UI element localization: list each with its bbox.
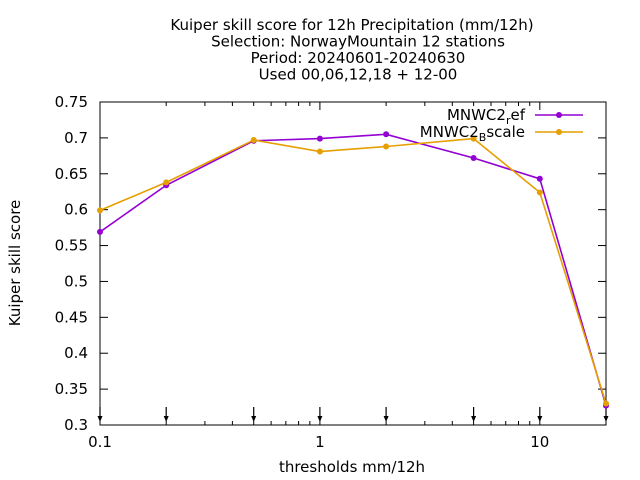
threshold-arrow xyxy=(383,407,389,422)
series-scale xyxy=(97,135,609,407)
x-axis-label: thresholds mm/12h xyxy=(279,458,425,476)
data-point xyxy=(97,207,103,214)
threshold-arrow xyxy=(603,407,609,422)
legend-item: MNWC2Bscale xyxy=(420,123,583,144)
title-line: Selection: NorwayMountain 12 stations xyxy=(211,33,505,51)
data-point xyxy=(316,148,323,155)
x-axis: 0.1 1 10 xyxy=(88,102,607,451)
y-tick-label: 0.5 xyxy=(64,272,88,290)
data-point xyxy=(603,400,609,407)
threshold-arrows xyxy=(97,407,609,422)
title-line: Used 00,06,12,18 + 12-00 xyxy=(259,66,458,84)
y-tick-label: 0.45 xyxy=(55,308,88,326)
plot-frame xyxy=(99,101,607,426)
arrow-head xyxy=(603,416,609,422)
threshold-arrow xyxy=(251,407,257,422)
threshold-arrow xyxy=(317,407,323,422)
data-point xyxy=(163,179,170,186)
y-tick-label: 0.65 xyxy=(55,165,88,183)
data-point xyxy=(536,189,543,196)
data-point xyxy=(250,137,257,144)
series-ef xyxy=(97,131,609,409)
x-tick-label: 10 xyxy=(530,433,549,451)
x-tick-label: 1 xyxy=(315,433,325,451)
x-tick-label: 0.1 xyxy=(88,433,112,451)
threshold-arrow xyxy=(537,407,543,422)
data-point xyxy=(316,135,323,142)
arrow-head xyxy=(317,416,323,422)
series-line xyxy=(99,133,607,406)
legend-marker xyxy=(556,129,562,135)
threshold-arrow xyxy=(471,407,477,422)
y-tick-label: 0.6 xyxy=(64,201,88,219)
y-tick-label: 0.35 xyxy=(55,380,88,398)
legend-label: MNWC2Bscale xyxy=(420,123,525,144)
series-group xyxy=(97,131,609,409)
y-axis-label: Kuiper skill score xyxy=(6,200,24,327)
y-tick-label: 0.3 xyxy=(64,416,88,434)
arrow-head xyxy=(251,416,257,422)
arrow-head xyxy=(537,416,543,422)
title-line: Kuiper skill score for 12h Precipitation… xyxy=(170,16,533,34)
chart-title: Kuiper skill score for 12h Precipitation… xyxy=(170,16,533,84)
data-point xyxy=(97,228,103,235)
data-point xyxy=(470,135,477,142)
data-point xyxy=(383,143,390,150)
arrow-head xyxy=(163,416,169,422)
legend-label: MNWC2ref xyxy=(447,106,526,127)
arrow-head xyxy=(471,416,477,422)
y-tick-label: 0.7 xyxy=(64,129,88,147)
arrow-head xyxy=(97,416,103,422)
arrow-head xyxy=(383,416,389,422)
y-tick-label: 0.75 xyxy=(55,93,88,111)
y-tick-label: 0.55 xyxy=(55,237,88,255)
data-point xyxy=(470,154,477,161)
data-point xyxy=(383,131,390,138)
threshold-arrow xyxy=(163,407,169,422)
y-tick-label: 0.4 xyxy=(64,344,88,362)
legend-item: MNWC2ref xyxy=(447,106,583,127)
data-point xyxy=(536,175,543,182)
title-line: Period: 20240601-20240630 xyxy=(251,49,466,67)
threshold-arrow xyxy=(97,407,103,422)
series-line xyxy=(99,137,607,404)
y-axis: 0.3 0.35 0.4 0.45 0.5 0.55 0.6 0.65 0.7 0.75 xyxy=(55,93,606,434)
legend-marker xyxy=(556,112,562,118)
